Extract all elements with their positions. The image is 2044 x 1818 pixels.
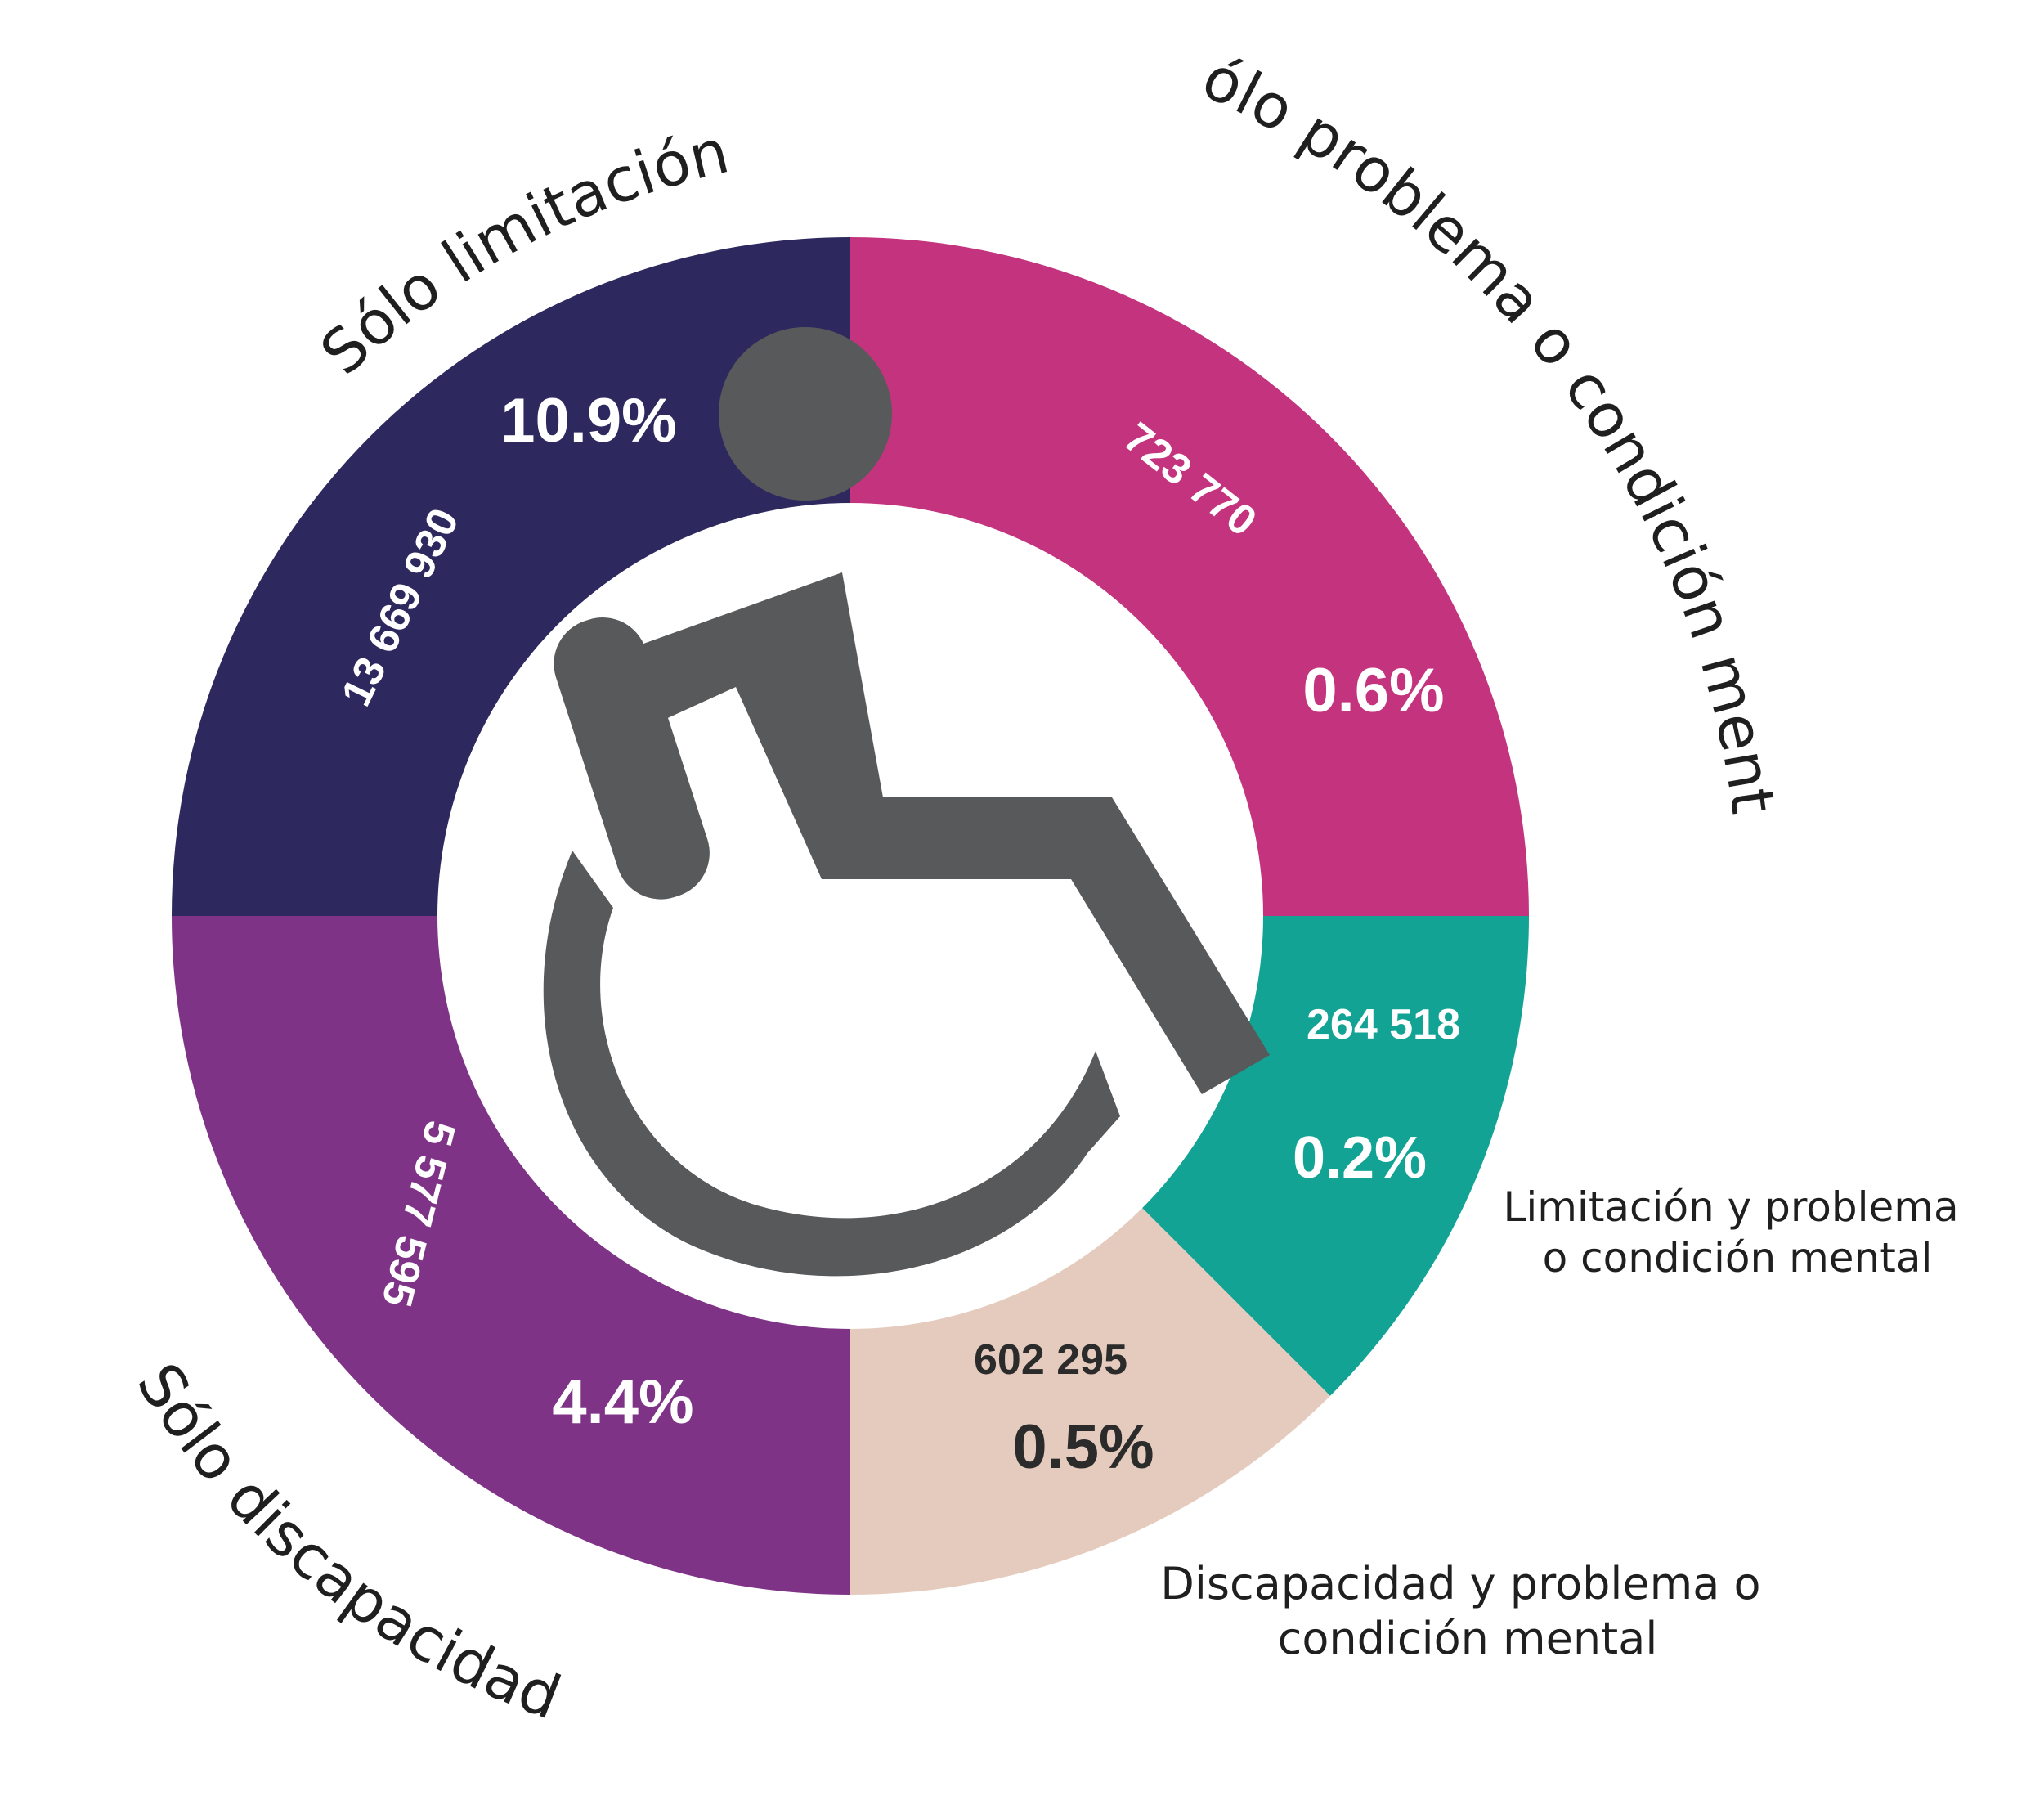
percent-label-limitacion: 10.9% bbox=[500, 386, 677, 456]
percent-label-discapacidad-mental: 0.5% bbox=[1012, 1412, 1154, 1482]
percent-label-mental: 0.6% bbox=[1302, 656, 1444, 725]
slice-discapacidad bbox=[172, 916, 850, 1595]
category-label-limitacion-mental: Limitación y problema o condición mental bbox=[1503, 1183, 1971, 1282]
wheelchair-icon bbox=[543, 327, 1270, 1277]
slice-mental bbox=[850, 237, 1529, 916]
count-label-discapacidad-mental: 602 295 bbox=[974, 1336, 1127, 1384]
donut-slices bbox=[172, 237, 1529, 1595]
slice-limitacion-mental bbox=[1142, 916, 1529, 1396]
category-label-discapacidad-mental: Discapacidad y problema o condición ment… bbox=[1160, 1558, 1774, 1664]
count-label-limitacion-mental: 264 518 bbox=[1307, 1001, 1460, 1048]
percent-label-limitacion-mental: 0.2% bbox=[1293, 1125, 1427, 1191]
slice-limitacion bbox=[172, 237, 850, 916]
slice-discapacidad-mental bbox=[850, 1208, 1330, 1595]
percent-label-discapacidad: 4.4% bbox=[552, 1367, 693, 1437]
